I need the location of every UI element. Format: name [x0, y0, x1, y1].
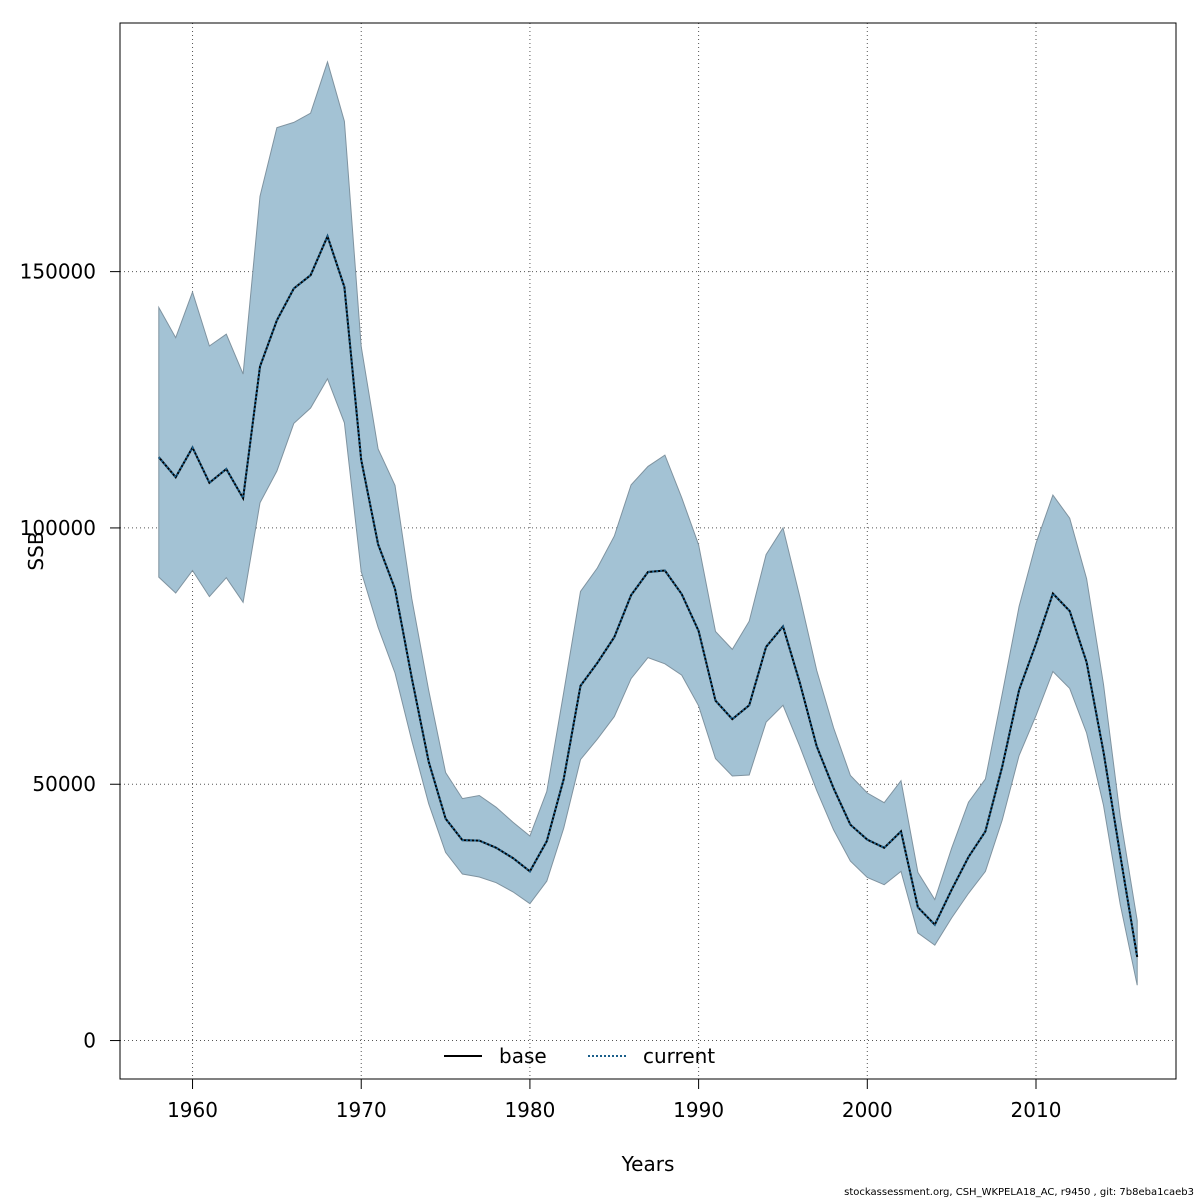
- x-tick-label-1990: 1990: [673, 1098, 724, 1122]
- x-tick-label-1960: 1960: [167, 1098, 218, 1122]
- footer-credit: stockassessment.org, CSH_WKPELA18_AC, r9…: [844, 1187, 1194, 1198]
- legend-label-current: current: [643, 1044, 715, 1068]
- series-line-base: [158, 233, 1139, 958]
- y-tick-label-0: 0: [83, 1029, 96, 1053]
- x-tick-label-1970: 1970: [336, 1098, 387, 1122]
- y-axis-title: SSB: [24, 531, 48, 570]
- series-lines: [158, 233, 1139, 958]
- x-tick-label-2010: 2010: [1011, 1098, 1062, 1122]
- confidence-band-area: [158, 60, 1138, 986]
- y-tick-label-150000: 150000: [20, 260, 96, 284]
- x-tick-label-2000: 2000: [842, 1098, 893, 1122]
- plot-frame: [119, 22, 1177, 1080]
- x-axis-title: Years: [621, 1152, 675, 1176]
- y-tick-label-100000: 100000: [20, 516, 96, 540]
- legend-label-base: base: [499, 1044, 547, 1068]
- axes: 1960 1970 1980 1990 2000 2010 0 50000 100000 1500…: [20, 260, 1062, 1122]
- x-tick-label-1980: 1980: [504, 1098, 555, 1122]
- legend: base current: [444, 1044, 715, 1068]
- confidence-band: [158, 60, 1138, 986]
- y-tick-label-50000: 50000: [32, 772, 96, 796]
